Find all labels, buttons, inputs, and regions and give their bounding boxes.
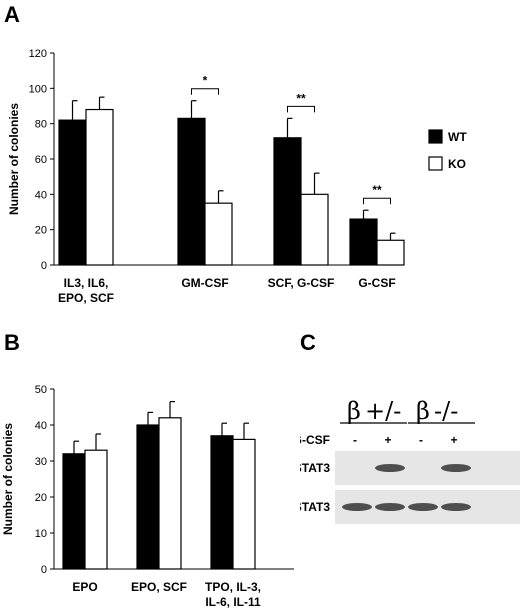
y-tick-label: 20 [35,225,47,237]
blot-band [441,464,471,472]
panel-label-a: A [4,2,20,27]
treatment-label: G-CSF [300,433,330,447]
bar [204,202,233,266]
chart-b: 0 10 20 30 40 50 Number of colonies EPO EPO, SCF… [1,384,294,609]
significance-marker: * [203,74,208,88]
treatment-mark: + [450,433,457,447]
category-label: IL3, IL6, [64,276,109,290]
bar [210,435,234,570]
bar [300,193,329,266]
bar [85,108,114,266]
y-tick-label: 120 [29,48,47,60]
beta-symbol: β [347,397,361,425]
treatment-mark: - [419,433,423,447]
y-tick-label: 50 [35,384,47,396]
panel-label-b: B [4,330,20,355]
bar [177,117,206,266]
y-axis-label: Number of colonies [1,423,15,535]
significance-marker: ** [372,183,382,197]
category-label: EPO, SCF [131,580,187,594]
significance-bracket [363,197,391,205]
y-tick-label: 60 [35,154,47,166]
significance-bracket [287,105,315,113]
bar [232,438,256,570]
legend-swatch [428,129,443,144]
blot-band [408,503,438,511]
legend-swatch [428,156,443,171]
blot-row-label: STAT3 [300,500,330,514]
bar [58,119,87,266]
panel-label-c: C [300,330,316,355]
category-label: EPO, SCF [58,291,114,305]
y-tick-label: 0 [41,564,47,576]
y-tick-label: 100 [29,83,47,95]
legend-label: KO [448,157,466,171]
category-label: TPO, IL-3, [205,580,261,594]
bar [273,137,302,266]
blot-band [441,503,471,511]
y-tick-label: 30 [35,456,47,468]
genotype-label: +/- [365,397,401,425]
western-blot-c: β +/-β -/-G-CSF-+-+pSTAT3STAT3 [300,397,520,524]
bar [84,449,108,570]
bar [376,239,405,266]
y-tick-label: 10 [35,528,47,540]
bar [62,453,86,570]
category-label: GM-CSF [181,276,228,290]
bar [349,218,378,266]
y-tick-label: 40 [35,420,47,432]
bar [136,424,160,570]
category-label: EPO [72,580,97,594]
genotype-label: -/- [434,397,458,425]
legend-label: WT [448,130,467,144]
bar [158,417,182,570]
y-tick-label: 0 [41,260,47,272]
blot-strip [335,451,520,485]
blot-band [375,464,405,472]
treatment-mark: - [353,433,357,447]
category-label: G-CSF [358,276,395,290]
treatment-mark: + [384,433,391,447]
category-label: SCF, G-CSF [268,276,335,290]
blot-band [342,503,372,511]
blot-band [375,503,405,511]
y-axis-label: Number of colonies [7,103,21,215]
chart-a: 0 20 40 60 80 100 120 Number of colonies IL3, IL… [7,48,467,305]
category-label: IL-6, IL-11 [205,595,261,609]
blot-row-label: pSTAT3 [300,461,330,475]
beta-symbol: β [416,397,430,425]
significance-bracket [191,88,219,95]
y-tick-label: 80 [35,119,47,131]
significance-marker: ** [296,91,306,105]
y-tick-label: 20 [35,492,47,504]
y-tick-label: 40 [35,189,47,201]
